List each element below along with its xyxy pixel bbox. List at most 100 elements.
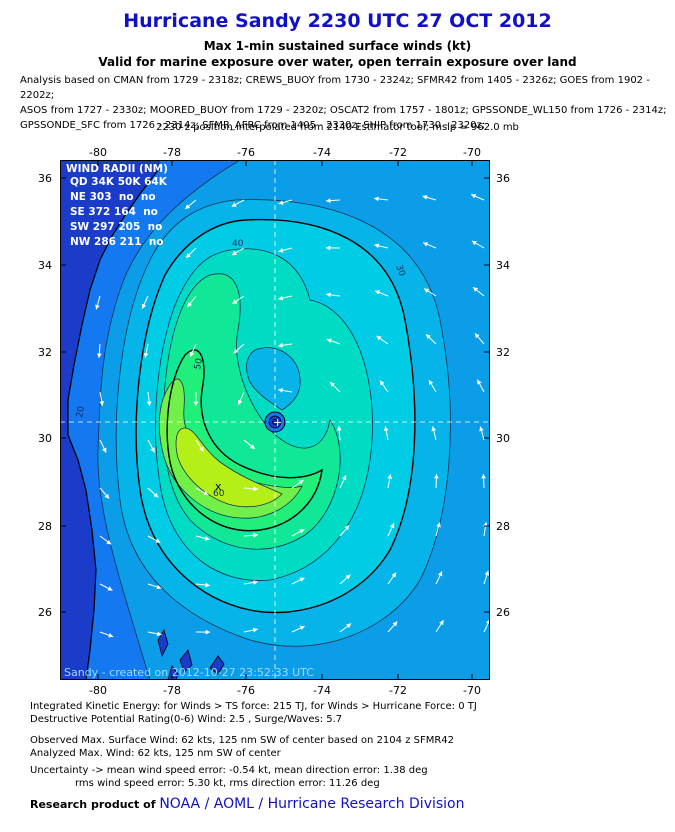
wind-arrow bbox=[278, 388, 293, 393]
wind-arrow bbox=[231, 247, 245, 256]
analysis-line: ASOS from 1727 - 2330z; MOORED_BUOY from… bbox=[20, 105, 667, 116]
wind-arrow bbox=[195, 487, 209, 496]
wind-arrow bbox=[435, 571, 443, 585]
lat-tick-label-left: 26 bbox=[38, 606, 52, 619]
contour-label-50: 50 bbox=[193, 357, 205, 370]
analysis-line: GPSSONDE_SFC from 1726 - 2314z; SFMR_AFR… bbox=[20, 120, 486, 131]
wind-contour-line bbox=[135, 218, 416, 614]
wind-arrow bbox=[476, 379, 485, 393]
wind-arrow bbox=[195, 629, 211, 635]
wind-arrow bbox=[184, 199, 197, 210]
wind-radii-row: NE 303 no no bbox=[70, 191, 156, 203]
wind-arrow bbox=[374, 243, 389, 249]
wind-arrow bbox=[339, 574, 351, 585]
lon-tick-label-bottom: -74 bbox=[313, 684, 331, 697]
wind-arrow bbox=[185, 247, 197, 259]
wind-arrow bbox=[374, 196, 389, 202]
contour-label-20: 20 bbox=[75, 405, 87, 418]
wind-arrow bbox=[99, 439, 107, 453]
position-line: 2230 z position interpolated from 2140 E… bbox=[156, 122, 519, 133]
wind-arrow bbox=[291, 577, 305, 585]
wind-arrow bbox=[278, 199, 293, 205]
wind-arrow bbox=[374, 290, 389, 297]
wind-arrow bbox=[243, 439, 256, 450]
map-title: Hurricane Sandy 2230 UTC 27 OCT 2012 bbox=[123, 10, 552, 32]
footer-maxwind: Observed Max. Surface Wind: 62 kts, 125 … bbox=[30, 734, 454, 760]
wind-arrow bbox=[291, 625, 305, 633]
wind-arrow bbox=[147, 535, 161, 544]
wind-arrow bbox=[387, 572, 397, 585]
wind-arrow bbox=[291, 528, 305, 537]
wind-arrow bbox=[99, 487, 110, 499]
wind-arrow bbox=[195, 582, 210, 588]
wind-arrow bbox=[483, 619, 490, 633]
wind-arrow bbox=[474, 333, 485, 345]
research-credit: Research product of NOAA / AOML / Hurric… bbox=[30, 796, 464, 812]
wind-arrow bbox=[470, 194, 485, 201]
lon-tick-label-top: -76 bbox=[237, 146, 255, 159]
wind-arrow bbox=[325, 245, 341, 251]
wind-arrow bbox=[329, 381, 341, 393]
wind-arrow bbox=[96, 343, 102, 359]
axis-ticks: -80 -80 -78 -78 -76 -76 -74 -74 -72 -72 -70 -70 36 36… bbox=[38, 146, 510, 697]
wind-arrow bbox=[147, 439, 156, 453]
lon-tick-label-top: -78 bbox=[163, 146, 181, 159]
storm-center bbox=[264, 411, 286, 433]
wind-arrow bbox=[278, 247, 293, 253]
wind-radii-title: WIND RADII (NM) bbox=[66, 163, 168, 175]
analysis-line: Analysis based on CMAN from 1729 - 2318z… bbox=[20, 75, 650, 101]
wind-arrow bbox=[336, 426, 342, 441]
wind-arrow bbox=[189, 343, 197, 357]
observed-max-text: Observed Max. Surface Wind: 62 kts, 125 … bbox=[30, 735, 455, 746]
lon-tick-label-bottom: -72 bbox=[389, 684, 407, 697]
wind-contour-band bbox=[60, 160, 241, 680]
wind-arrow bbox=[291, 479, 304, 489]
wind-arrow bbox=[243, 486, 258, 492]
wind-radii-row: NW 286 211 no bbox=[70, 236, 164, 248]
uncertainty-text: Uncertainty -> mean wind speed error: -0… bbox=[30, 765, 428, 776]
wind-arrow bbox=[339, 524, 350, 537]
lat-tick-label-right: 32 bbox=[496, 346, 510, 359]
wind-arrow bbox=[146, 391, 152, 406]
wind-arrow bbox=[422, 195, 437, 201]
wind-arrow bbox=[383, 426, 389, 441]
map-subtitle: Max 1-min sustained surface winds (kt) bbox=[203, 39, 472, 53]
wind-arrow bbox=[325, 198, 341, 204]
map-frame bbox=[60, 160, 490, 680]
wind-arrow bbox=[99, 631, 114, 638]
wind-arrow bbox=[95, 295, 101, 310]
wind-arrow bbox=[99, 391, 105, 406]
lon-tick-label-bottom: -80 bbox=[89, 684, 107, 697]
wind-radii-row: SW 297 205 no bbox=[70, 221, 162, 233]
wind-arrow bbox=[278, 342, 293, 348]
lon-tick-label-top: -72 bbox=[389, 146, 407, 159]
map-subtitle-exposure: Valid for marine exposure over water, op… bbox=[98, 55, 577, 69]
wind-arrow bbox=[147, 583, 162, 590]
credit-prefix: Research product of bbox=[30, 798, 156, 811]
wind-arrow bbox=[483, 570, 490, 585]
wind-arrow bbox=[425, 333, 437, 345]
wind-arrow bbox=[387, 474, 393, 489]
wind-arrow bbox=[195, 439, 205, 453]
credit-org-link[interactable]: NOAA / AOML / Hurricane Research Divisio… bbox=[159, 796, 465, 812]
land-mass bbox=[60, 160, 160, 680]
contour-label-60: 60 bbox=[213, 489, 225, 499]
wind-arrow bbox=[387, 621, 398, 633]
wind-arrow bbox=[428, 379, 437, 393]
wind-arrow bbox=[479, 426, 485, 441]
wind-radii-table: WIND RADII (NM) QD 34K 50K 64K NE 303 no… bbox=[66, 163, 168, 248]
lon-tick-label-bottom: -70 bbox=[463, 684, 481, 697]
wind-arrow bbox=[233, 343, 245, 354]
wind-arrow bbox=[231, 199, 245, 208]
lat-tick-label-left: 34 bbox=[38, 259, 52, 272]
coastline bbox=[67, 167, 161, 680]
lon-tick-label-top: -80 bbox=[89, 146, 107, 159]
wind-arrow bbox=[435, 522, 441, 537]
watermark: Sandy - created on 2012-10-27 23:52:33 U… bbox=[64, 666, 314, 679]
wind-arrow bbox=[147, 487, 159, 498]
wind-arrow bbox=[435, 619, 444, 633]
wind-arrow bbox=[99, 535, 112, 545]
wind-arrow bbox=[187, 295, 197, 308]
wind-arrow bbox=[423, 288, 437, 297]
lon-tick-label-bottom: -76 bbox=[237, 684, 255, 697]
